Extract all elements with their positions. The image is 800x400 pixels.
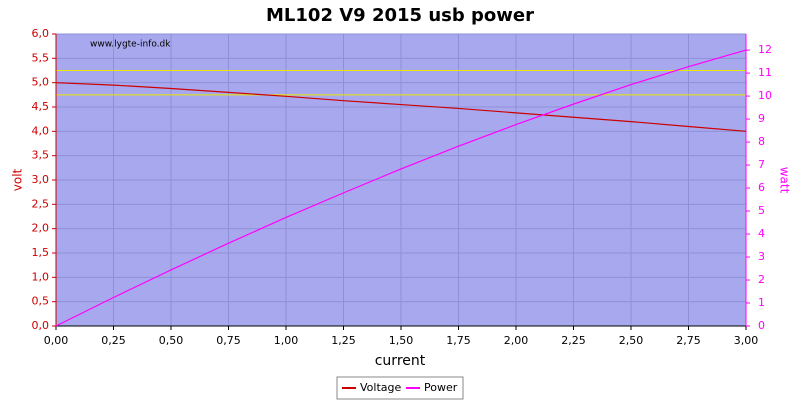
- chart-title: ML102 V9 2015 usb power: [266, 5, 534, 26]
- y2-tick-label: 6: [758, 181, 765, 194]
- x-tick-label: 2,75: [676, 334, 701, 347]
- x-tick-label: 1,00: [274, 334, 299, 347]
- x-tick-label: 1,25: [331, 334, 356, 347]
- y-tick-label: 0,0: [32, 319, 50, 332]
- x-tick-label: 0,25: [101, 334, 126, 347]
- y2-axis-label: watt: [778, 167, 792, 194]
- y-tick-label: 2,0: [32, 222, 50, 235]
- x-tick-label: 2,00: [504, 334, 529, 347]
- y-tick-label: 3,5: [32, 149, 50, 162]
- y-tick-label: 2,5: [32, 197, 50, 210]
- y-axis-label: volt: [11, 168, 25, 191]
- x-tick-label: 1,75: [446, 334, 471, 347]
- y2-tick-label: 12: [758, 43, 772, 56]
- x-tick-label: 1,50: [389, 334, 414, 347]
- y2-tick-label: 2: [758, 273, 765, 286]
- legend: [336, 376, 464, 400]
- x-tick-label: 3,00: [734, 334, 759, 347]
- y2-tick-label: 7: [758, 158, 765, 171]
- y-tick-label: 4,5: [32, 100, 50, 113]
- y2-tick-label: 5: [758, 204, 765, 217]
- y2-tick-label: 11: [758, 66, 772, 79]
- y2-tick-label: 3: [758, 250, 765, 263]
- y2-tick-label: 1: [758, 296, 765, 309]
- x-tick-label: 2,25: [561, 334, 586, 347]
- legend-label: Power: [424, 381, 458, 394]
- y-tick-label: 6,0: [32, 27, 50, 40]
- series-line: [55, 82, 747, 132]
- y-tick-label: 1,5: [32, 246, 50, 259]
- y-tick-label: 0,5: [32, 295, 50, 308]
- y-tick-label: 5,5: [32, 51, 50, 64]
- y2-tick-label: 10: [758, 89, 772, 102]
- y-tick-label: 4,0: [32, 124, 50, 137]
- x-tick-label: 0,00: [44, 334, 69, 347]
- x-tick-label: 0,75: [216, 334, 241, 347]
- y-tick-label: 1,0: [32, 270, 50, 283]
- watermark: www.lygte-info.dk: [90, 40, 171, 50]
- y-tick-label: 5,0: [32, 76, 50, 89]
- y2-tick-label: 4: [758, 227, 765, 240]
- x-tick-label: 0,50: [159, 334, 184, 347]
- x-tick-label: 2,50: [619, 334, 644, 347]
- y2-tick-label: 9: [758, 112, 765, 125]
- y2-tick-label: 8: [758, 135, 765, 148]
- x-axis-label: current: [375, 353, 426, 369]
- series-line: [55, 49, 747, 327]
- legend-label: Voltage: [360, 381, 401, 394]
- y-tick-label: 3,0: [32, 173, 50, 186]
- y2-tick-label: 0: [758, 319, 765, 332]
